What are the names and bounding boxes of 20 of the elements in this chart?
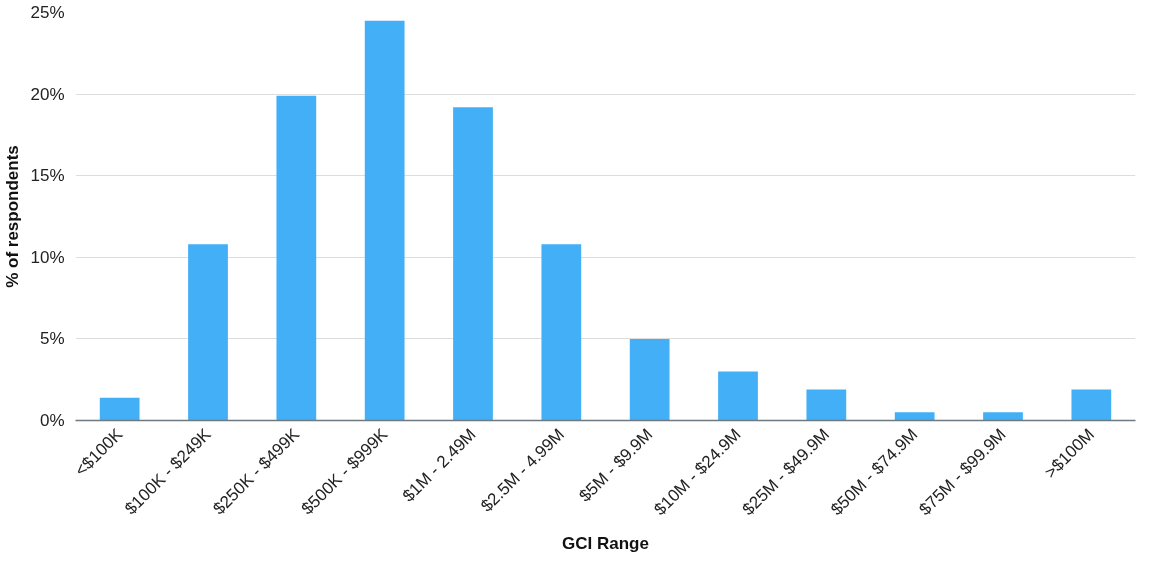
- bar: [541, 244, 582, 421]
- y-tick-label: 25%: [30, 3, 65, 22]
- bar: [453, 107, 493, 421]
- bar: [983, 412, 1023, 421]
- bar: [1071, 389, 1112, 421]
- y-tick-label: 5%: [39, 329, 65, 349]
- y-tick-label: 15%: [30, 166, 65, 186]
- y-tick-label: 20%: [30, 84, 65, 104]
- bar: [894, 412, 935, 421]
- y-tick-label: 10%: [30, 247, 65, 267]
- y-tick-label: 0%: [39, 411, 65, 430]
- bar: [188, 244, 228, 421]
- bar: [806, 389, 847, 421]
- x-axis-title: GCI Range: [562, 533, 649, 553]
- bar: [276, 95, 317, 421]
- bar: [629, 338, 670, 421]
- bar: [364, 20, 405, 421]
- bar: [718, 371, 758, 421]
- bar: [99, 397, 140, 421]
- y-axis-title: % of respondents: [3, 145, 23, 288]
